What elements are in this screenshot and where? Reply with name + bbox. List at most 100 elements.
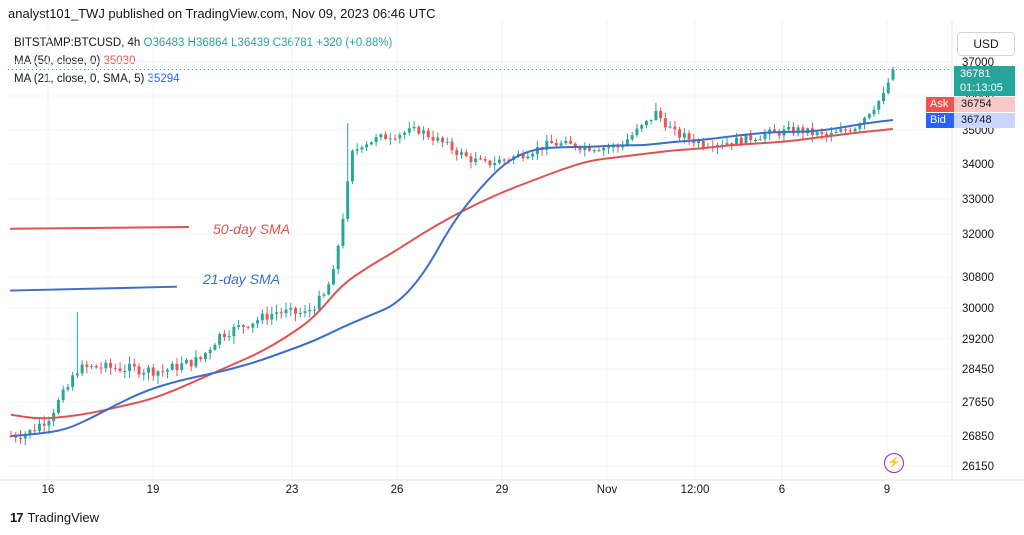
grid [8, 20, 952, 480]
candle-body [863, 117, 867, 125]
candle-body [592, 150, 596, 152]
ask-row: Ask 36754 [926, 97, 1015, 112]
candle-body [341, 218, 345, 246]
legend-high: H36864 [187, 37, 228, 49]
ma50-line [10, 127, 894, 420]
candle-body [317, 295, 321, 310]
candle-body [331, 269, 335, 285]
candle-body [407, 128, 411, 133]
candle-body [673, 126, 677, 130]
candle-body [474, 158, 478, 163]
candle-body [460, 152, 463, 155]
candle-body [526, 156, 530, 159]
candle-body [630, 135, 634, 140]
candle-body [270, 313, 274, 320]
currency-button[interactable]: USD [957, 32, 1015, 56]
candle-body [260, 313, 264, 321]
candle-body [336, 245, 340, 270]
candle-body [758, 139, 762, 141]
legend-ma21-row[interactable]: MA (21, close, 0, SMA, 5) 35294 [14, 70, 392, 88]
candle-body [232, 326, 236, 337]
bid-value: 36748 [954, 113, 1015, 128]
annotations[interactable]: 50-day SMA 21-day SMA [9, 221, 290, 292]
candle-body [369, 142, 373, 145]
candle-body [777, 131, 781, 136]
candle-body [545, 140, 549, 150]
candle-body [497, 159, 501, 164]
candle-body [735, 137, 738, 146]
candle-body [350, 150, 354, 182]
candle-body [521, 154, 525, 159]
y-tick-label: 33000 [962, 194, 994, 206]
candle-body [33, 430, 37, 432]
candle-body [844, 129, 848, 131]
candles[interactable] [9, 66, 895, 446]
candle-body [640, 125, 644, 129]
candle-body [56, 400, 60, 413]
candle-body [839, 129, 843, 132]
candle-body [365, 144, 369, 148]
candle-body [14, 436, 18, 438]
candle-body [564, 140, 568, 144]
x-tick-label: 6 [779, 484, 785, 496]
legend-close: C36781 [272, 37, 314, 49]
legend-open: O36483 [143, 37, 185, 49]
annotation-line[interactable] [9, 226, 190, 230]
candle-body [379, 134, 383, 138]
candle-body [151, 367, 155, 376]
candle-body [227, 336, 231, 338]
candle-body [739, 137, 743, 145]
candle-body [682, 133, 686, 138]
candle-body [360, 147, 364, 150]
annotation-line[interactable] [9, 285, 178, 292]
candle-body [246, 326, 250, 328]
ask-label: Ask [926, 97, 954, 112]
x-tick-label: 9 [884, 484, 890, 496]
footer-brand[interactable]: 17 TradingView [10, 510, 99, 525]
bar-countdown: 01:13:05 [960, 82, 1003, 94]
candle-body [403, 132, 407, 135]
candle-body [464, 152, 468, 157]
candle-body [697, 141, 701, 144]
candle-body [607, 147, 610, 149]
candle-body [23, 433, 27, 439]
candle-body [663, 118, 667, 128]
candle-body [867, 114, 871, 118]
candle-body [483, 159, 487, 161]
legend-symbol-row[interactable]: BITSTAMP:BTCUSD, 4h O36483 H36864 L36439… [14, 34, 392, 52]
candle-body [184, 360, 188, 364]
candle-body [71, 375, 75, 388]
legend-ma21-label: MA (21, close, 0, SMA, 5) [14, 73, 145, 85]
candle-body [374, 137, 378, 143]
time-axis[interactable]: 16 19 23 26 29 Nov 12:00 6 9 [42, 484, 891, 496]
candle-body [597, 150, 601, 152]
candle-body [644, 120, 648, 126]
candle-body [75, 373, 79, 376]
y-tick-label: 26150 [962, 461, 994, 473]
y-tick-label: 34000 [962, 159, 994, 171]
legend-ma50-row[interactable]: MA (50, close, 0) 35030 [14, 52, 392, 70]
candle-body [583, 146, 587, 151]
ma21-line [10, 119, 894, 437]
x-tick-label: 29 [496, 484, 509, 496]
candle-body [37, 423, 41, 431]
candle-body [208, 349, 212, 354]
candle-body [28, 430, 32, 434]
candle-body [820, 132, 824, 134]
tradingview-logo-icon: 17 [10, 510, 24, 525]
lightning-icon[interactable]: ⚡ [884, 453, 904, 473]
candle-body [573, 143, 577, 148]
candle-body [289, 307, 293, 310]
candle-body [649, 120, 653, 122]
candle-body [891, 69, 895, 80]
legend-ma50-value: 35030 [103, 55, 136, 67]
candle-body [493, 163, 497, 166]
candle-body [61, 389, 65, 401]
candle-body [754, 139, 757, 141]
candle-body [203, 353, 207, 360]
candle-body [222, 333, 226, 338]
candle-body [886, 82, 890, 93]
bid-row: Bid 36748 [926, 113, 1015, 128]
x-tick-label: Nov [597, 484, 618, 496]
